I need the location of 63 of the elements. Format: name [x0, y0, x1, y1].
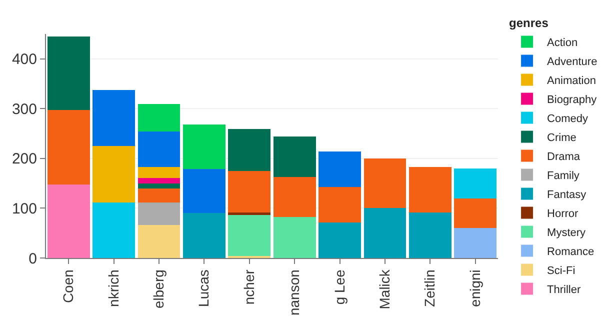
legend-label: Romance: [547, 246, 594, 258]
bar: [138, 225, 180, 258]
bar: [228, 214, 271, 256]
bar: [318, 222, 362, 258]
x-tick-label: Coen: [60, 270, 76, 304]
bar: [454, 228, 497, 258]
legend-label: Biography: [547, 94, 598, 106]
legend-label: Action: [547, 36, 578, 49]
bar: [273, 217, 316, 258]
x-tick-label: Malick: [376, 268, 393, 310]
bar: [408, 166, 452, 213]
legend-label: Mystery: [547, 226, 586, 239]
bar: [92, 90, 136, 146]
x-tick-label: nanson: [286, 270, 302, 316]
bar: [47, 184, 90, 258]
bar: [228, 129, 271, 171]
x-tick-label: Zeitlin: [422, 270, 438, 307]
x-tick-label: g Lee: [331, 269, 348, 305]
y-tick-label: 0: [28, 250, 37, 268]
bar: [138, 188, 180, 202]
bar: [273, 136, 316, 177]
y-tick-label: 100: [12, 200, 37, 218]
legend-label: Family: [547, 170, 580, 182]
bar: [228, 170, 271, 213]
bar: [138, 166, 180, 178]
legend-label: Animation: [547, 74, 596, 87]
legend-title: genres: [509, 16, 549, 30]
x-tick-label: Lucas: [196, 270, 212, 307]
legend-label: Sci-Fi: [547, 264, 576, 277]
legend-label: Drama: [547, 150, 581, 163]
legend-label: Horror: [547, 208, 579, 220]
bar: [454, 198, 497, 228]
bar: [182, 213, 226, 258]
bar: [47, 110, 90, 184]
bar: [364, 208, 406, 258]
bar: [92, 146, 136, 202]
legend-label: Thriller: [547, 284, 581, 296]
bar: [408, 212, 452, 258]
bar: [138, 183, 180, 188]
legend-label: Adventure: [547, 56, 598, 68]
bar: [92, 202, 136, 258]
y-tick-label: 400: [12, 51, 37, 68]
bar: [138, 104, 180, 132]
bar: [318, 151, 362, 187]
x-tick-label: elberg: [150, 270, 167, 309]
legend-label: Fantasy: [547, 188, 587, 201]
x-tick-label: enigni: [466, 270, 483, 307]
x-tick-label: nkrich: [105, 270, 122, 307]
bar: [138, 202, 180, 226]
bar: [318, 186, 362, 223]
bar: [182, 124, 226, 169]
bar: [273, 176, 316, 218]
legend-label: Comedy: [547, 112, 588, 125]
legend-label: Crime: [547, 132, 576, 144]
y-tick-label: 200: [12, 150, 37, 168]
y-tick-label: 300: [12, 100, 37, 118]
bar: [138, 178, 180, 184]
bar: [364, 158, 406, 208]
bar: [454, 168, 497, 198]
bar: [138, 132, 180, 167]
x-tick-label: ncher: [240, 269, 257, 305]
bar: [182, 168, 226, 214]
bar: [47, 36, 90, 110]
